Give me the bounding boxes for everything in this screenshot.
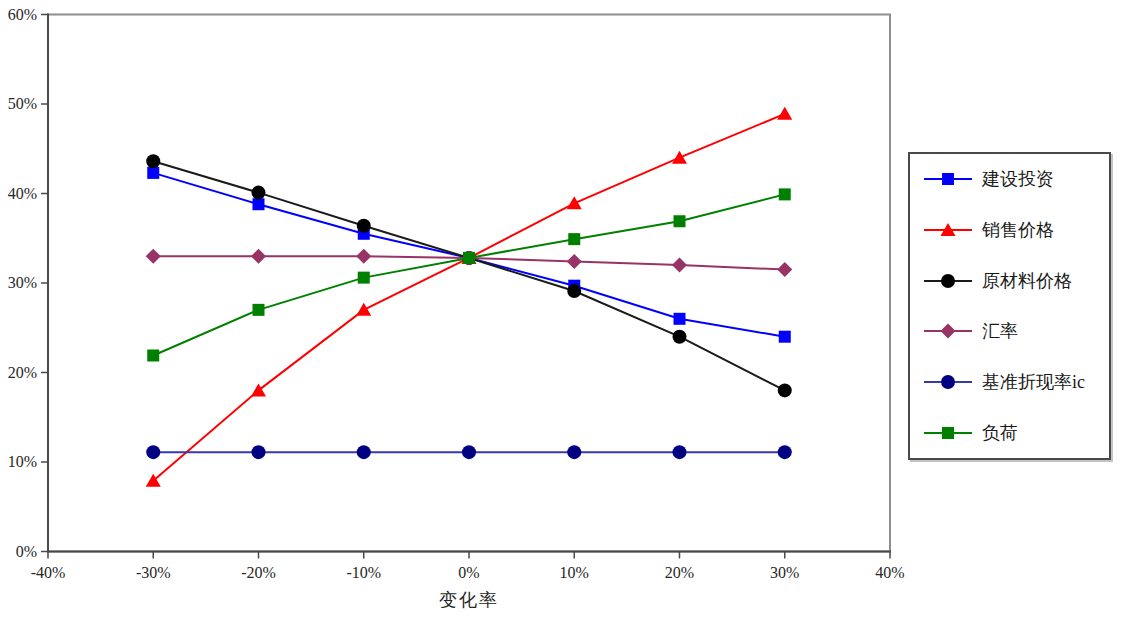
legend-label: 原材料价格 [982, 269, 1072, 293]
x-tick-label: -10% [346, 564, 381, 581]
legend-marker-red-triangle-icon [922, 220, 974, 240]
y-tick-label: 0% [16, 543, 37, 560]
chart-container: 0% 10% 20% 30% 40% 50% 60% -40% -30% -20% -10% 0% 10… [0, 0, 1121, 640]
series-2-marker [673, 330, 687, 344]
series-1-marker [356, 303, 371, 316]
legend-label: 负荷 [982, 421, 1018, 445]
series-1-marker [777, 107, 792, 120]
series-5-marker [463, 252, 475, 264]
legend-label: 汇率 [982, 319, 1018, 343]
legend-item-3: 汇率 [922, 319, 1109, 343]
series-0-marker [674, 313, 686, 325]
series-4-marker [462, 445, 476, 459]
series-4-marker [252, 445, 266, 459]
legend-marker-shape [941, 324, 956, 339]
y-tick-label: 60% [8, 6, 37, 23]
x-axis-label: 变化率 [48, 588, 890, 612]
series-2-marker [146, 154, 160, 168]
series-2-marker [778, 383, 792, 397]
legend-item-2: 原材料价格 [922, 269, 1109, 293]
series-4-marker [778, 445, 792, 459]
series-2-marker [357, 219, 371, 233]
series-1-marker [567, 196, 582, 209]
series-line-1 [153, 114, 785, 481]
series-0-marker [147, 167, 159, 179]
legend-marker-shape [942, 427, 954, 439]
legend-marker-navy-circle-icon [922, 372, 974, 392]
legend-marker-plum-diamond-icon [922, 321, 974, 341]
series-3-marker [356, 249, 371, 264]
series-4-marker [673, 445, 687, 459]
series-5-marker [568, 233, 580, 245]
legend-item-4: 基准折现率ic [922, 370, 1109, 394]
x-tick-label: 40% [875, 564, 904, 581]
y-tick-label: 20% [8, 364, 37, 381]
x-tick-label: -30% [136, 564, 171, 581]
series-3-marker [672, 258, 687, 273]
series-3-marker [146, 249, 161, 264]
series-2-marker [252, 186, 266, 200]
legend-marker-green-square-icon [922, 423, 974, 443]
legend-label: 销售价格 [982, 218, 1054, 242]
legend-item-0: 建设投资 [922, 167, 1109, 191]
y-tick-label: 30% [8, 274, 37, 291]
series-5-marker [253, 304, 265, 316]
x-tick-label: 20% [665, 564, 694, 581]
series-1-marker [672, 151, 687, 164]
legend-marker-shape [941, 375, 955, 389]
legend-marker-shape [941, 274, 955, 288]
legend-item-1: 销售价格 [922, 218, 1109, 242]
series-0-marker [779, 331, 791, 343]
series-3-marker [251, 249, 266, 264]
series-3-marker [777, 262, 792, 277]
legend-marker-blue-square-icon [922, 169, 974, 189]
series-5-marker [674, 215, 686, 227]
legend-marker-shape [942, 173, 954, 185]
plot-border [48, 15, 890, 552]
y-tick-label: 40% [8, 185, 37, 202]
legend-item-5: 负荷 [922, 421, 1109, 445]
series-line-2 [153, 161, 785, 390]
y-tick-label: 10% [8, 453, 37, 470]
series-5-marker [779, 188, 791, 200]
x-tick-label: -20% [241, 564, 276, 581]
x-tick-label: 0% [458, 564, 479, 581]
series-line-5 [153, 194, 785, 355]
series-5-marker [358, 272, 370, 284]
x-tick-label: 30% [770, 564, 799, 581]
x-tick-label: -40% [31, 564, 66, 581]
series-4-marker [146, 445, 160, 459]
series-4-marker [567, 445, 581, 459]
legend-label: 建设投资 [982, 167, 1054, 191]
series-4-marker [357, 445, 371, 459]
legend: 建设投资 销售价格 原材料价格 汇率 基准折现率ic 负荷 [908, 152, 1111, 460]
series-5-marker [147, 349, 159, 361]
y-tick-label: 50% [8, 95, 37, 112]
legend-label: 基准折现率ic [982, 370, 1085, 394]
legend-marker-black-circle-icon [922, 271, 974, 291]
series-2-marker [567, 284, 581, 298]
x-tick-label: 10% [560, 564, 589, 581]
series-3-marker [567, 254, 582, 269]
series-0-marker [253, 198, 265, 210]
